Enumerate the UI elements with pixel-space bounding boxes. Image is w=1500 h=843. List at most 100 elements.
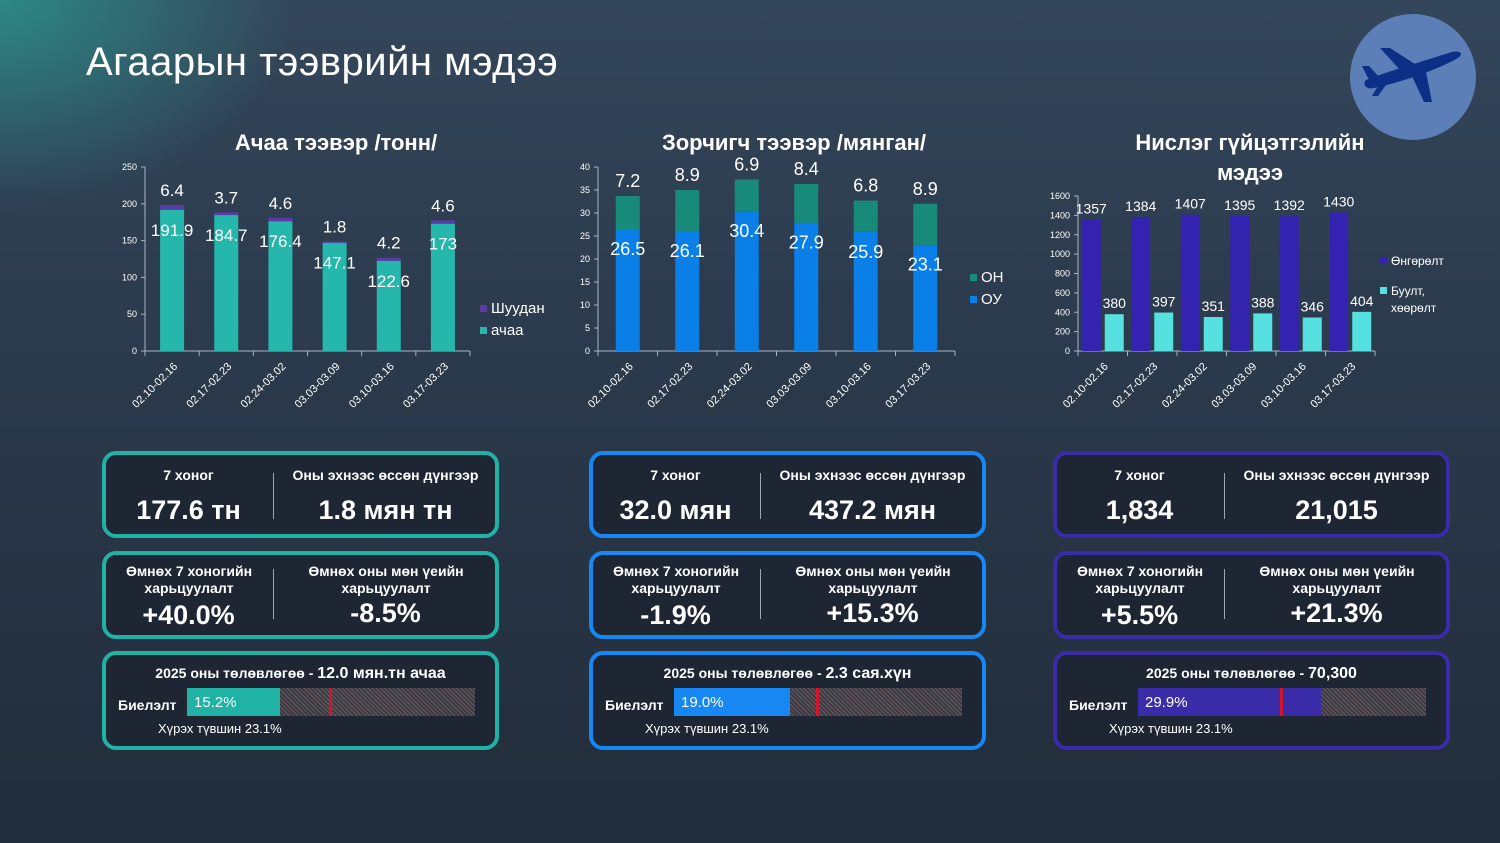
cargo-chart-title: Ачаа тээвэр /тонн/: [234, 130, 438, 155]
legend-label: Өнгөрөлт: [1391, 254, 1444, 268]
bar-ачаа: [430, 223, 455, 351]
divider: [273, 473, 274, 519]
y-tick-label: 800: [1055, 269, 1070, 279]
bar-Буулт, хөөрөлт: [1203, 316, 1223, 351]
airplane-logo: [1350, 14, 1476, 140]
comparison-card: Өмнөх 7 хоногийн харьцуулалт -1.9% Өмнөх…: [589, 551, 986, 639]
weekly-card: 7 хоног 32.0 мян Оны эхнээс өссөн дүнгээ…: [589, 451, 986, 538]
fulfilment-label: Биелэлт: [118, 697, 177, 713]
x-tick-label: 02.17-02.23: [1110, 361, 1160, 411]
y-tick-label: 5: [585, 323, 590, 333]
plan-prefix: 2025 оны төлөвлөгөө -: [1146, 665, 1309, 681]
bar-ОН: [734, 179, 759, 212]
legend-label: Буулт,: [1391, 284, 1425, 298]
data-label: 147.1: [313, 254, 356, 273]
target-label: Хүрэх түвшин 23.1%: [645, 721, 769, 736]
data-label: 4.6: [431, 196, 455, 215]
data-label: 1395: [1224, 197, 1255, 213]
bar-ачаа: [160, 209, 185, 351]
x-tick-label: 03.17-03.23: [1308, 361, 1358, 411]
data-label: 4.2: [377, 234, 401, 253]
bar-ОН: [853, 200, 878, 232]
week-value: 32.0 мян: [619, 495, 732, 525]
bar-Өнгөрөлт: [1230, 215, 1250, 351]
bar-Өнгөрөлт: [1329, 212, 1349, 351]
weekly-card: 7 хоног 177.6 тн Оны эхнээс өссөн дүнгээ…: [102, 451, 499, 538]
plan-value: 12.0 мян.тн ачаа: [317, 665, 446, 682]
fulfilment-label: Биелэлт: [1069, 697, 1128, 713]
plan-title: 2025 оны төлөвлөгөө - 2.3 сая.хүн: [593, 665, 982, 683]
prev-year-value: -8.5%: [350, 598, 421, 628]
bar-Буулт, хөөрөлт: [1154, 312, 1174, 351]
y-tick-label: 10: [580, 300, 590, 310]
prev-week-label: Өмнөх 7 хоногийн харьцуулалт: [612, 563, 740, 596]
data-label: 7.2: [615, 171, 640, 191]
plan-card: 2025 оны төлөвлөгөө - 2.3 сая.хүн Биелэл…: [589, 651, 986, 750]
ytd-label: Оны эхнээс өссөн дүнгээр: [779, 467, 966, 483]
bar-Буулт, хөөрөлт: [1352, 311, 1372, 351]
fulfilment-value: 29.9%: [1145, 694, 1188, 711]
target-marker: [816, 688, 819, 716]
prev-year-label: Өмнөх оны мөн үеийн харьцуулалт: [795, 563, 951, 596]
data-label: 25.9: [848, 242, 883, 262]
legend-swatch: [970, 296, 977, 303]
target-label: Хүрэх түвшин 23.1%: [158, 721, 282, 736]
fulfilment-value: 15.2%: [194, 694, 237, 711]
plan-prefix: 2025 оны төлөвлөгөө -: [663, 665, 826, 681]
data-label: 1357: [1076, 201, 1107, 217]
data-label: 8.9: [913, 179, 938, 199]
y-tick-label: 25: [580, 231, 590, 241]
x-tick-label: 02.24-03.02: [1160, 361, 1210, 411]
bar-Шуудан: [430, 220, 455, 224]
data-label: 176.4: [259, 232, 302, 251]
legend-swatch: [970, 274, 977, 281]
bar-Буулт, хөөрөлт: [1302, 317, 1322, 351]
bar-Өнгөрөлт: [1180, 214, 1200, 351]
bar-Шуудан: [214, 212, 239, 216]
ytd-value: 21,015: [1295, 495, 1378, 525]
data-label: 30.4: [729, 221, 764, 241]
y-tick-label: 1000: [1050, 249, 1070, 259]
bar-ОУ: [734, 211, 759, 351]
data-label: 1.8: [323, 217, 347, 236]
week-label: 7 хоног: [650, 467, 701, 483]
bar-Буулт, хөөрөлт: [1104, 314, 1124, 351]
prev-year-value: +21.3%: [1290, 598, 1383, 628]
prev-week-value: -1.9%: [640, 600, 711, 630]
y-tick-label: 0: [132, 346, 137, 356]
data-label: 27.9: [789, 233, 824, 253]
bar-Шуудан: [268, 217, 293, 222]
y-tick-label: 150: [122, 236, 137, 246]
bar-ОУ: [794, 222, 819, 351]
y-tick-label: 600: [1055, 288, 1070, 298]
y-tick-label: 200: [122, 199, 137, 209]
prev-week-label: Өмнөх 7 хоногийн харьцуулалт: [1076, 563, 1204, 596]
bar-Буулт, хөөрөлт: [1253, 313, 1273, 351]
legend-swatch: [480, 327, 487, 334]
ytd-label: Оны эхнээс өссөн дүнгээр: [1243, 467, 1430, 483]
week-value: 1,834: [1105, 495, 1174, 525]
data-label: 4.6: [269, 194, 293, 213]
week-label: 7 хоног: [163, 467, 214, 483]
plan-value: 70,300: [1308, 665, 1357, 682]
data-label: 1392: [1274, 197, 1305, 213]
data-label: 3.7: [214, 188, 238, 207]
week-value: 177.6 тн: [136, 495, 241, 525]
fulfilment-value: 19.0%: [681, 694, 724, 711]
legend-label: хөөрөлт: [1391, 301, 1437, 315]
data-label: 26.5: [610, 239, 645, 259]
data-label: 346: [1301, 298, 1325, 314]
y-tick-label: 0: [1065, 346, 1070, 356]
bar-ачаа: [214, 215, 239, 351]
divider: [760, 569, 761, 619]
plan-progress-fill: [187, 688, 280, 716]
data-label: 26.1: [670, 241, 705, 261]
prev-week-label: Өмнөх 7 хоногийн харьцуулалт: [125, 563, 253, 596]
data-label: 404: [1350, 293, 1374, 309]
data-label: 380: [1103, 295, 1127, 311]
plan-card: 2025 оны төлөвлөгөө - 70,300 Биелэлт 29.…: [1053, 651, 1450, 750]
y-tick-label: 400: [1055, 307, 1070, 317]
data-label: 1384: [1125, 198, 1156, 214]
